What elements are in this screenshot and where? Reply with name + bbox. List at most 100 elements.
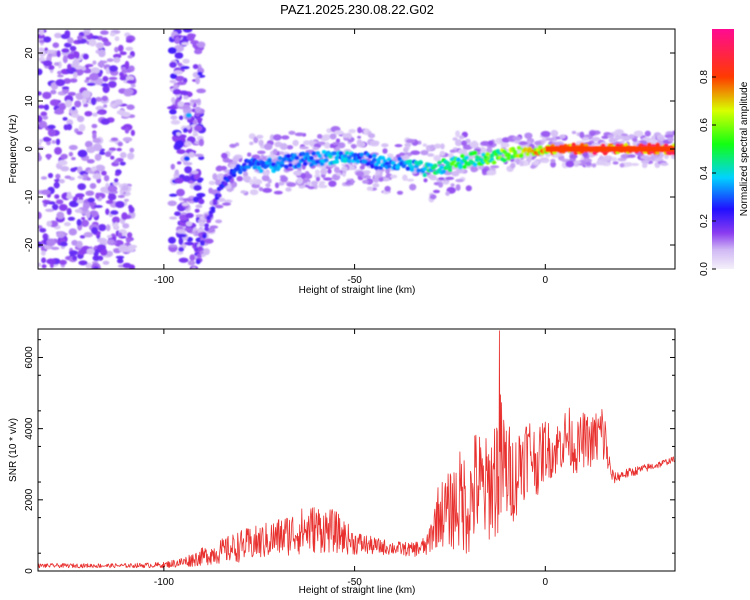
ridge-cell [323, 158, 329, 163]
noise-cell [177, 233, 187, 238]
noise-cell [185, 221, 193, 227]
noise-cell [89, 183, 97, 189]
halo-cell [573, 160, 582, 165]
noise-cell [176, 229, 186, 234]
noise-cell [123, 88, 134, 95]
noise-cell [71, 106, 76, 111]
halo-cell [228, 164, 238, 168]
halo-cell [445, 191, 450, 196]
ridge-cell [283, 164, 289, 169]
noise-cell [174, 169, 179, 176]
halo-cell [442, 180, 450, 185]
noise-cell [181, 202, 189, 207]
noise-cell [101, 95, 109, 102]
halo-cell [433, 155, 442, 162]
halo-cell [524, 132, 533, 139]
ridge-cell [462, 164, 467, 170]
ridge-cell [204, 226, 210, 232]
halo-cell [384, 185, 391, 192]
ridge-cell [334, 155, 340, 160]
ridge-cell [195, 259, 201, 265]
halo-cell [288, 130, 296, 135]
noise-cell [103, 104, 108, 108]
noise-cell [194, 208, 200, 213]
halo-cell [452, 137, 458, 141]
halo-cell [627, 154, 636, 158]
noise-cell [86, 248, 95, 255]
noise-cell [81, 66, 87, 71]
ridge-cell [386, 164, 392, 169]
noise-cell [41, 264, 47, 269]
halo-cell [368, 133, 376, 139]
noise-cell [93, 205, 103, 208]
ridge-tail [545, 146, 675, 152]
halo-cell [534, 140, 542, 146]
noise-cell [106, 234, 113, 239]
halo-cell [455, 130, 460, 138]
noise-cell [66, 191, 72, 198]
noise-cell [81, 97, 87, 105]
snr-panel: -100 -50 0 0 2000 4000 6000 Height of straight… [8, 328, 676, 596]
noise-cell [42, 60, 53, 67]
snr-series-line [38, 330, 675, 569]
noise-cell [168, 244, 178, 248]
noise-cell [101, 170, 107, 176]
noise-cell [52, 42, 60, 48]
noise-cell [114, 36, 120, 42]
halo-cell [438, 177, 445, 181]
noise-cell [55, 79, 66, 87]
noise-cell [106, 58, 114, 62]
noise-cell [121, 69, 128, 74]
noise-cell [112, 181, 120, 186]
halo-cell [518, 141, 528, 146]
halo-cell [486, 170, 497, 176]
noise-cell [95, 77, 104, 86]
noise-cell [45, 208, 55, 212]
halo-cell [327, 168, 332, 174]
ridge-cell [237, 169, 243, 175]
noise-cell [95, 42, 104, 49]
noise-cell [114, 222, 119, 229]
noise-cell [92, 255, 101, 261]
halo-cell [324, 142, 331, 149]
noise-cell [180, 66, 190, 70]
noise-cell [54, 32, 62, 39]
ridge-cell [502, 158, 507, 163]
halo-cell [359, 165, 365, 170]
halo-cell [459, 135, 465, 140]
noise-cell [182, 198, 193, 202]
ridge-cell [210, 206, 216, 211]
noise-cell [194, 153, 204, 157]
ridge-cell [537, 145, 543, 150]
halo-cell [390, 174, 398, 179]
ridge-cell [418, 160, 423, 165]
halo-cell [217, 197, 226, 202]
halo-cell [249, 189, 259, 196]
halo-cell [203, 248, 210, 256]
noise-cell [91, 123, 98, 129]
halo-cell [670, 154, 675, 160]
halo-cell [455, 168, 465, 174]
halo-cell [204, 238, 214, 244]
halo-cell [409, 183, 417, 191]
noise-cell [98, 49, 106, 58]
halo-cell [545, 137, 555, 141]
noise-cell [130, 129, 135, 136]
halo-cell [487, 140, 494, 146]
noise-cell [198, 198, 205, 205]
spectrogram-xlabel: Height of straight line (km) [299, 285, 416, 296]
noise-cell [190, 40, 200, 45]
halo-cell [335, 146, 340, 152]
noise-cell [57, 70, 62, 75]
halo-cell [399, 152, 405, 156]
noise-cell [54, 147, 62, 155]
halo-cell [224, 159, 234, 163]
noise-cell [93, 266, 99, 269]
ridge-cell [390, 160, 396, 165]
noise-cell [112, 216, 120, 224]
colorbar-tick-label: 0.4 [699, 166, 710, 180]
noise-cell [178, 247, 185, 252]
noise-cell [81, 217, 86, 220]
halo-cell [569, 154, 578, 159]
snr-ticks: -100 -50 0 0 2000 4000 6000 [24, 329, 675, 588]
